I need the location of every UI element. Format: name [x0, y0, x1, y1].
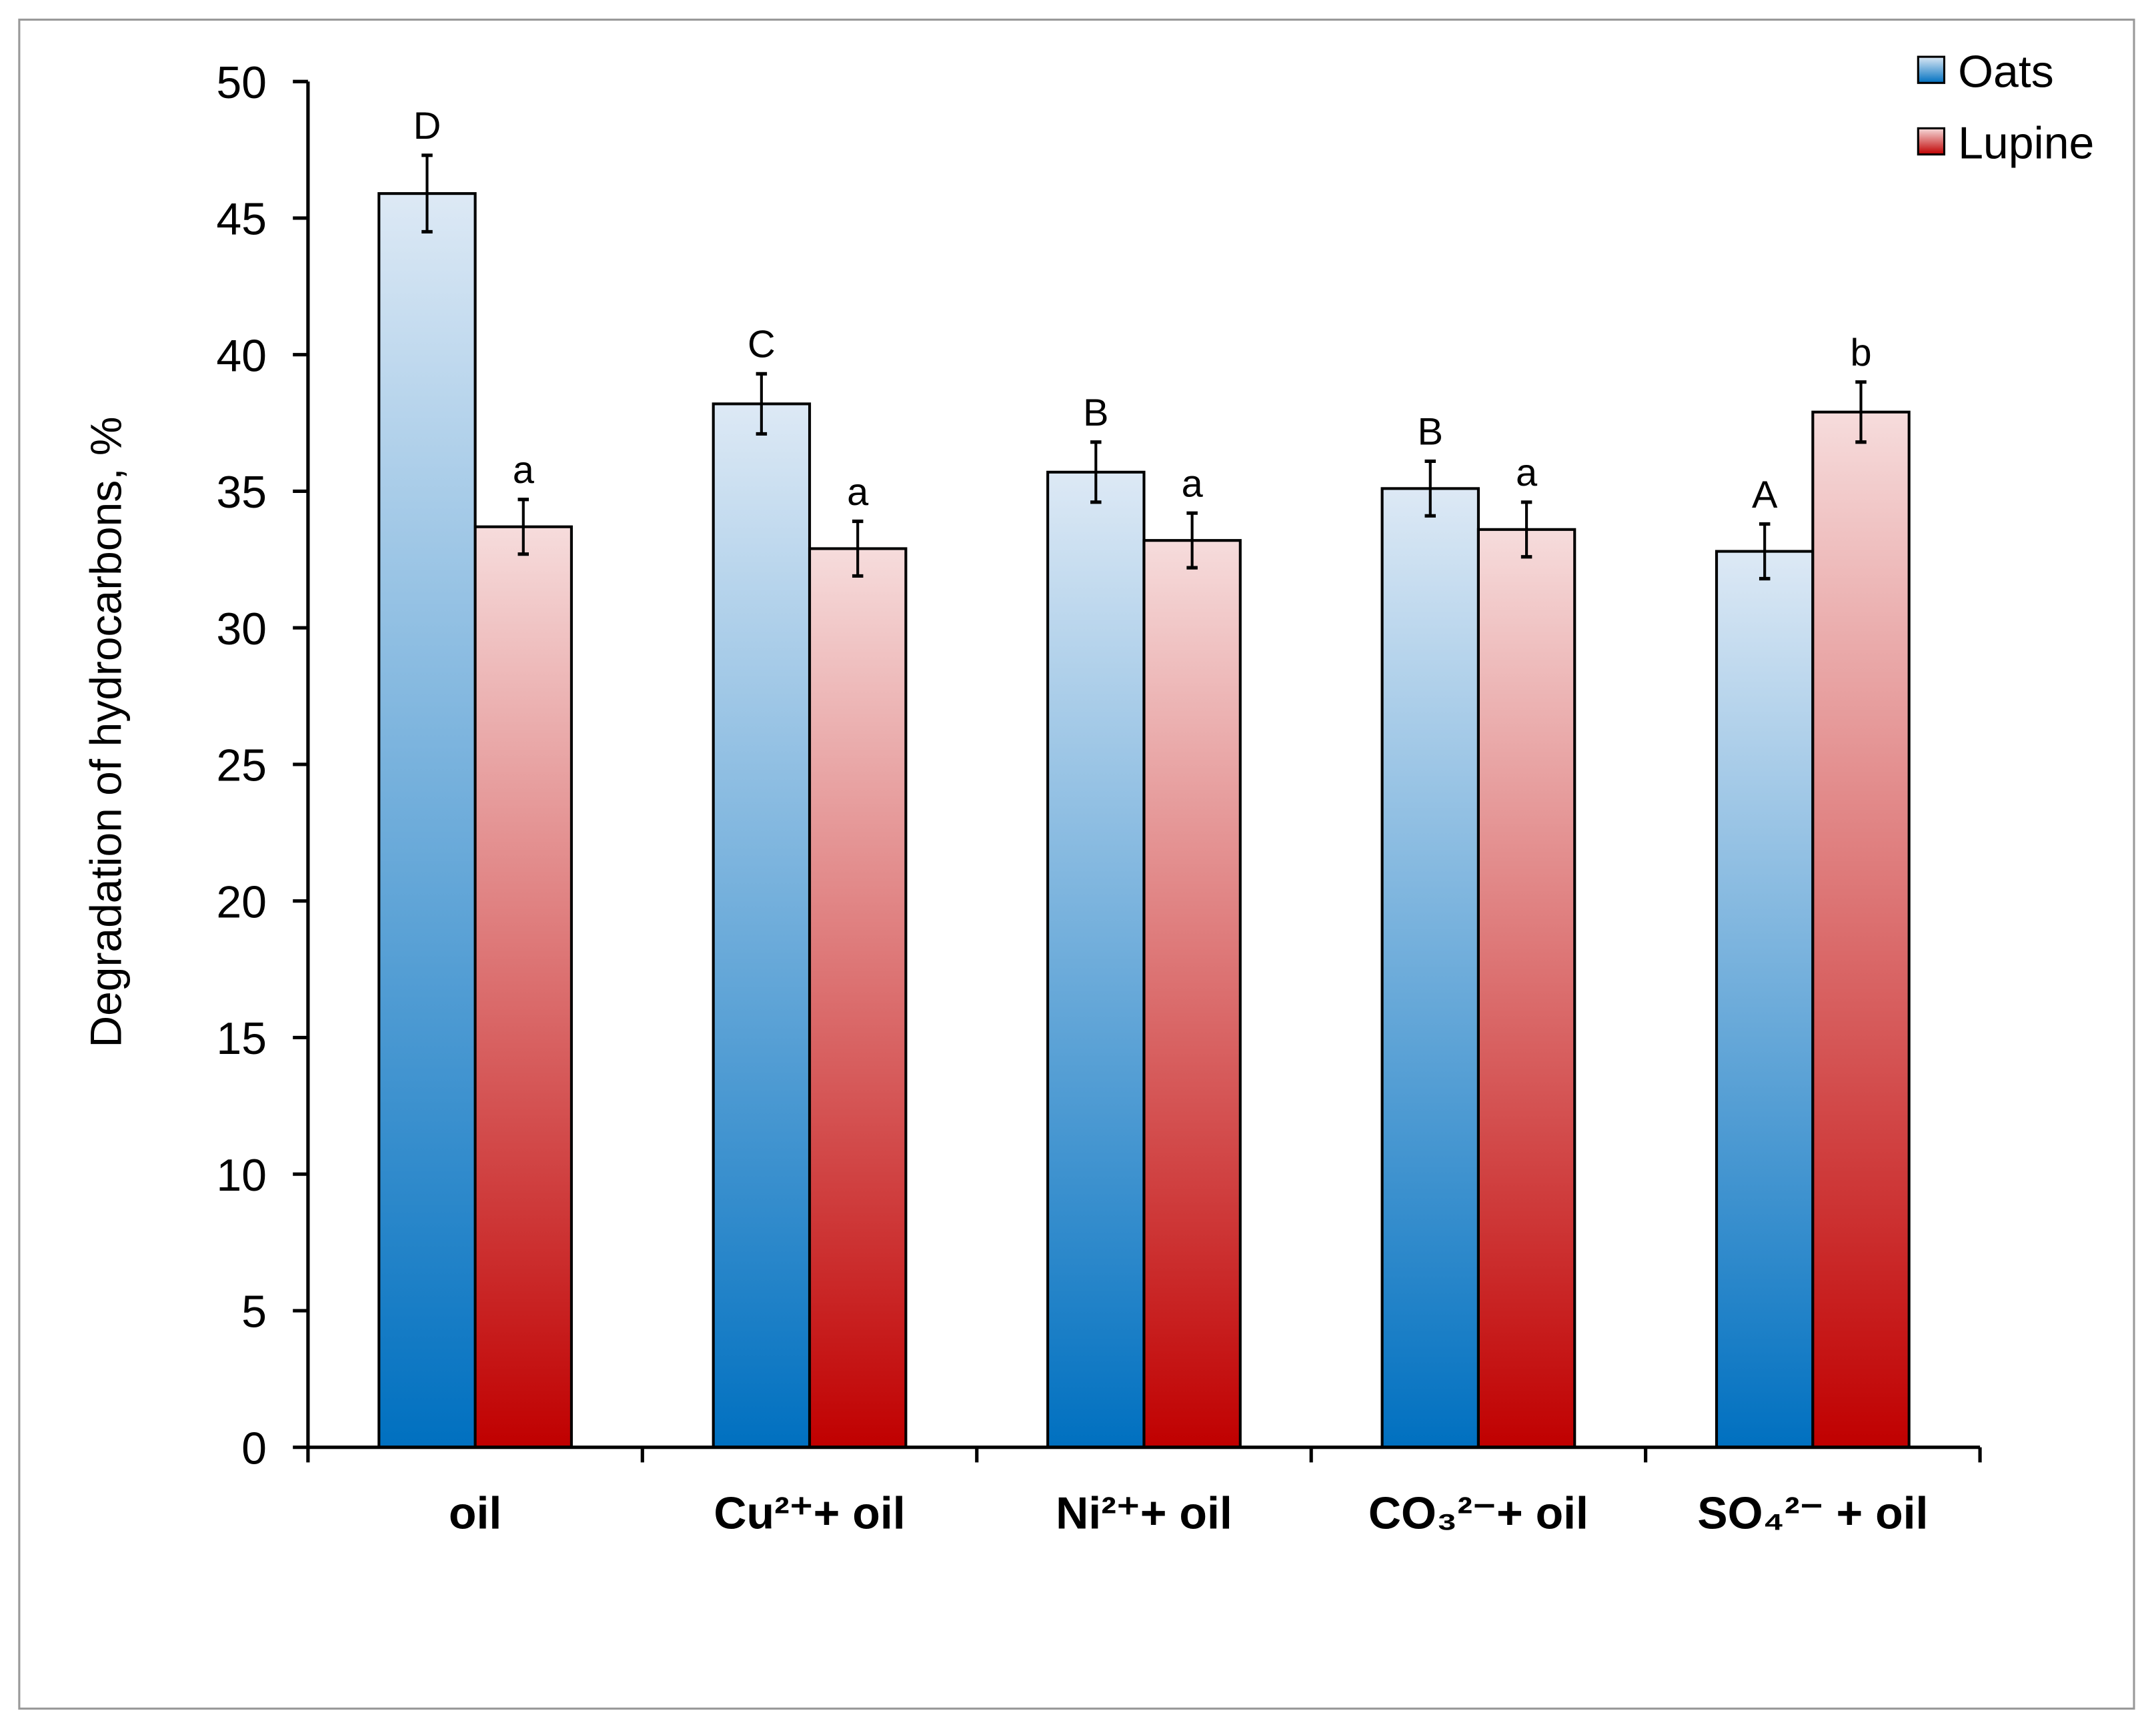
x-tick-label: oil: [449, 1488, 501, 1538]
legend-swatch-oats: [1917, 55, 1946, 84]
error-bar: [517, 498, 529, 556]
x-tick-label: Cu²⁺+ oil: [714, 1488, 905, 1538]
legend-label-oats: Oats: [1958, 46, 2054, 97]
bar-oats: [377, 192, 477, 1449]
y-axis-label: Degradation of hydrocarbons, %: [81, 416, 130, 1047]
error-bar: [756, 372, 768, 436]
bar-lupine: [1811, 410, 1911, 1449]
error-bar: [1855, 380, 1867, 444]
significance-letter: B: [1417, 411, 1443, 454]
error-bar: [421, 153, 433, 234]
significance-letter: D: [413, 105, 441, 147]
x-tick-label: SO₄²⁻ + oil: [1697, 1488, 1928, 1538]
bar-lupine: [1142, 539, 1242, 1449]
y-tick-label: 15: [216, 1013, 267, 1064]
legend-swatch-lupine: [1917, 127, 1946, 156]
error-bar: [852, 519, 864, 578]
legend-label-lupine: Lupine: [1958, 118, 2094, 169]
bar-oats: [1380, 487, 1480, 1449]
x-tick-label: CO₃²⁻+ oil: [1368, 1488, 1588, 1538]
bar-oats: [1046, 470, 1146, 1449]
y-tick-label: 45: [216, 194, 267, 245]
y-tick-label: 30: [216, 604, 267, 654]
significance-letter: A: [1752, 474, 1778, 516]
significance-letter: a: [513, 449, 535, 492]
significance-letter: B: [1083, 392, 1108, 434]
significance-letter: b: [1850, 332, 1871, 374]
y-tick-label: 0: [241, 1423, 267, 1474]
y-tick-label: 40: [216, 330, 267, 381]
y-tick-label: 20: [216, 877, 267, 927]
y-tick-label: 50: [216, 57, 267, 108]
error-bar: [1090, 440, 1102, 504]
y-tick-label: 10: [216, 1150, 267, 1201]
error-bar: [1759, 522, 1771, 581]
significance-letter: a: [847, 471, 869, 514]
legend: Oats Lupine: [1917, 46, 2094, 169]
x-tick-label: Ni²⁺+ oil: [1056, 1488, 1232, 1538]
error-bar: [1424, 459, 1436, 518]
bar-lupine: [808, 547, 908, 1449]
error-bar: [1186, 511, 1198, 570]
significance-letter: a: [1182, 462, 1204, 505]
bar-lupine: [473, 525, 573, 1449]
significance-letter: a: [1516, 452, 1538, 494]
bar-lupine: [1476, 528, 1576, 1449]
bar-oats: [712, 402, 812, 1449]
bar-oats: [1715, 550, 1815, 1449]
error-bar: [1520, 500, 1532, 559]
significance-letter: C: [748, 324, 776, 366]
y-tick-label: 35: [216, 467, 267, 518]
y-tick-label: 5: [241, 1287, 267, 1337]
y-tick-label: 25: [216, 740, 267, 791]
